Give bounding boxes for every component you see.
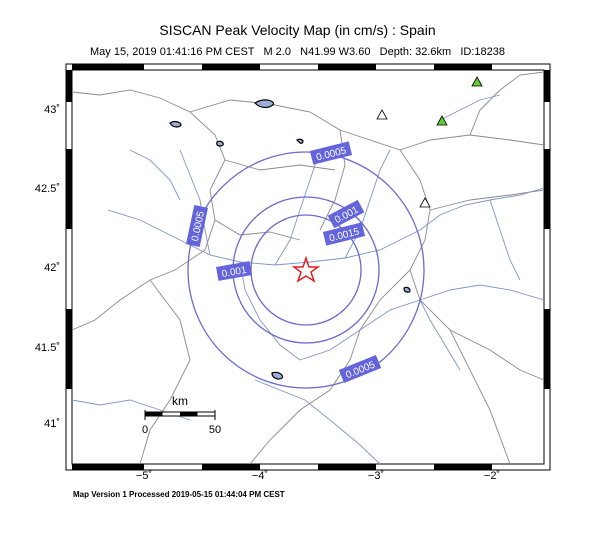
contour-labels: 0.0005 0.0005 0.0005 0.001 0.001 0.0015 (185, 141, 382, 383)
station-triangle-green (436, 115, 448, 126)
scale-bar-end: 50 (209, 424, 221, 436)
epicenter-star-icon (291, 255, 321, 283)
lat-label-42.5: 42.5˚ (34, 183, 60, 195)
lat-label-43: 43˚ (44, 104, 60, 116)
map-frame (65, 63, 551, 471)
contour-label-0.001-left: 0.001 (221, 265, 248, 280)
lon-label-minus5: −5˚ (135, 470, 153, 482)
lat-label-41: 41˚ (44, 418, 60, 430)
contour-0.0005 (187, 151, 425, 389)
map-subtitle: May 15, 2019 01:41:16 PM CEST M 2.0 N41.… (90, 46, 505, 58)
lon-label-minus4: −4˚ (251, 470, 269, 482)
reservoirs (169, 99, 411, 380)
lon-label-minus2: −2˚ (483, 470, 501, 482)
map-title: SISCAN Peak Velocity Map (in cm/s) : Spa… (159, 22, 436, 38)
station-triangle-white (376, 109, 388, 120)
station-triangle-green (471, 76, 483, 87)
scale-bar-start: 0 (142, 424, 148, 436)
lon-label-minus3: −3˚ (367, 470, 385, 482)
scale-bar-unit: km (172, 394, 188, 408)
map-footer: Map Version 1 Processed 2019-05-15 01:44… (73, 490, 285, 499)
scale-bar: km 0 50 (142, 394, 221, 436)
stations (376, 76, 483, 208)
station-triangle-white (419, 197, 431, 208)
lat-label-42: 42˚ (44, 262, 60, 274)
borders (71, 71, 545, 465)
rivers (71, 94, 545, 465)
lat-label-41.5: 41.5˚ (34, 342, 60, 354)
